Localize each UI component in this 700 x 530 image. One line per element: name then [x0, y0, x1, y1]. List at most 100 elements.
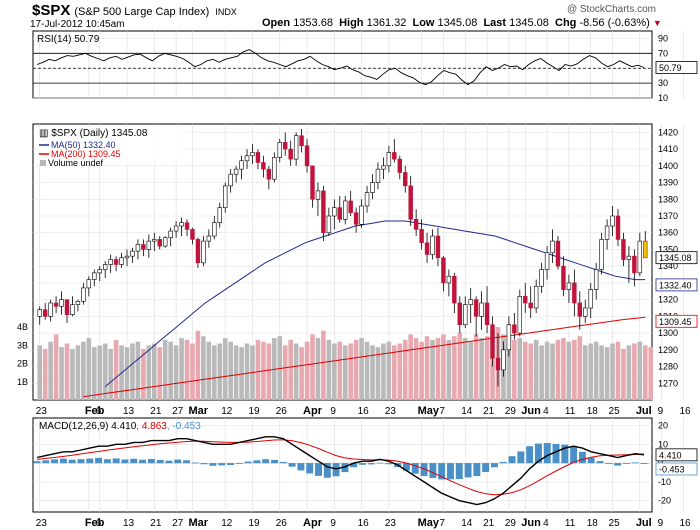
price-tick-label: 1280 — [658, 362, 678, 372]
high-label: High — [339, 17, 364, 29]
candle-body — [141, 244, 146, 250]
candle-body — [332, 207, 337, 217]
candle-body — [479, 302, 484, 317]
volume-bar — [539, 345, 544, 400]
volume-bar — [233, 345, 239, 400]
macd-histogram-bar — [332, 463, 340, 477]
candle-body — [255, 152, 261, 163]
macd-x-label: 25 — [609, 518, 621, 529]
price-x-label: 13 — [123, 406, 135, 417]
volume-bar — [332, 343, 337, 400]
macd-histogram-bar — [622, 463, 630, 464]
volume-bar — [517, 338, 523, 400]
volume-bar — [157, 347, 163, 400]
macd-histogram-bar — [244, 461, 252, 464]
candle-body — [424, 242, 430, 255]
macd-histogram-bar — [570, 446, 578, 464]
volume-bar — [113, 339, 119, 400]
volume-bar — [452, 336, 457, 400]
volume-bar — [81, 341, 86, 400]
volume-bar — [648, 347, 654, 400]
candle-body — [173, 225, 179, 232]
volume-bar — [342, 345, 348, 400]
macd-histogram-bar — [482, 463, 490, 472]
candle-body — [206, 235, 212, 242]
rsi-legend: RSI(14) 50.79 — [37, 34, 100, 45]
ma50-last-label: 1332.40 — [659, 280, 692, 290]
candle-body — [501, 349, 506, 371]
last-label: Last — [483, 17, 507, 29]
macd-histogram-bar — [33, 461, 41, 464]
macd-x-label: May — [418, 517, 440, 529]
volume-bar — [228, 341, 233, 400]
candle-body — [632, 255, 637, 274]
price-x-label: 27 — [172, 406, 184, 417]
volume-bar — [392, 345, 397, 400]
ma200-last-label-box — [655, 314, 698, 328]
price-x-label: 21 — [150, 406, 162, 417]
volume-bar — [533, 339, 539, 400]
macd-histogram-bar — [350, 463, 358, 468]
volume-bar — [173, 345, 179, 400]
candle-body — [326, 215, 332, 234]
volume-bar — [370, 345, 375, 400]
macd-histogram-bar — [517, 451, 525, 464]
candle-body — [277, 142, 282, 158]
price-x-label: 23 — [385, 406, 397, 417]
macd-histogram-bar — [86, 458, 94, 464]
macd-histogram-bar — [139, 459, 147, 464]
macd-x-label: 11 — [565, 518, 576, 529]
macd-x-label: 7 — [439, 518, 445, 529]
candle-body — [561, 265, 566, 290]
candle-body — [506, 324, 512, 351]
price-x-label: 14 — [461, 406, 473, 417]
macd-histogram-bar — [297, 463, 305, 471]
volume-tick-label: 4B — [17, 322, 28, 332]
candle-body — [233, 168, 239, 175]
macd-histogram-bar — [323, 463, 331, 478]
candle-body — [113, 259, 119, 265]
macd-last-label-box — [655, 448, 698, 462]
price-x-label: 19 — [248, 406, 260, 417]
price-x-label: 4 — [543, 406, 549, 417]
candle-body — [403, 172, 408, 187]
price-tick-label: 1350 — [658, 244, 678, 254]
candle-body — [343, 200, 348, 220]
candle-body — [457, 302, 462, 326]
macd-x-label: 9 — [658, 518, 664, 529]
volume-tick-label: 2B — [17, 359, 28, 369]
macd-histogram-bar — [385, 463, 393, 465]
volume-bar — [506, 336, 512, 400]
volume-bar — [430, 339, 435, 400]
macd-histogram-bar — [561, 444, 569, 464]
candle-body — [283, 142, 288, 150]
candle-body — [64, 299, 70, 315]
price-tick-label: 1290 — [658, 345, 678, 355]
macd-histogram-bar — [526, 446, 534, 464]
volume-bar — [457, 332, 463, 400]
macd-histogram-bar — [359, 463, 366, 465]
volume-bar — [462, 338, 468, 400]
volume-bar — [124, 347, 130, 400]
rsi-tick-label: 90 — [658, 33, 668, 43]
candle-body — [517, 295, 523, 334]
macd-x-label: Apr — [303, 517, 323, 529]
macd-histogram-bar — [253, 460, 261, 464]
macd-histogram-bar — [438, 463, 446, 480]
macd-histogram-bar — [183, 460, 191, 464]
candle-body — [577, 302, 583, 317]
volume-bar — [53, 334, 59, 400]
volume-bar — [190, 343, 195, 400]
price-x-label: 29 — [505, 406, 517, 417]
macd-x-label: 19 — [248, 518, 260, 529]
candle-body — [386, 152, 392, 167]
macd-histogram-bar — [614, 463, 622, 466]
volume-bar — [315, 338, 321, 400]
chart-symbol: $SPX (S&P 500 Large Cap Index) INDX — [32, 2, 237, 19]
chg-label: Chg — [555, 17, 577, 29]
macd-histogram-bar — [235, 463, 243, 464]
candle-body — [195, 239, 201, 264]
macd-x-label: 23 — [36, 518, 48, 529]
candle-body — [75, 301, 81, 305]
macd-histogram-bar — [534, 443, 542, 464]
